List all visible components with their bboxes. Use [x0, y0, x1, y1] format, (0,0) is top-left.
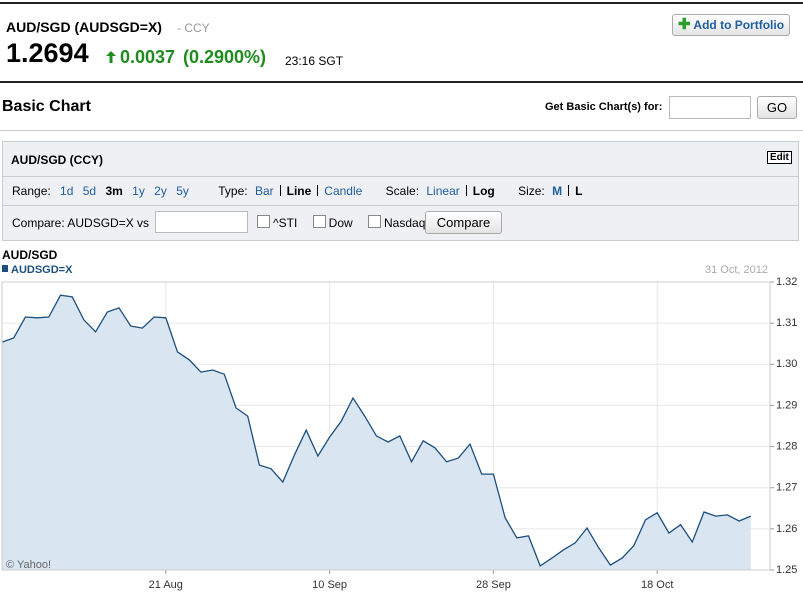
- type-label: Type:: [218, 184, 248, 198]
- go-button[interactable]: GO: [757, 96, 797, 119]
- separator: [465, 185, 467, 196]
- time: 23:16 SGT: [285, 54, 344, 68]
- type-option[interactable]: Candle: [324, 184, 363, 198]
- y-tick-label: 1.26: [776, 523, 797, 535]
- search-input[interactable]: [669, 96, 751, 119]
- y-tick-label: 1.28: [776, 440, 797, 452]
- compare-options: ^STI Dow Nasdaq: [245, 215, 425, 230]
- quote-title: AUD/SGD (AUDSGD=X): [6, 19, 162, 35]
- range-option[interactable]: 5d: [82, 184, 97, 198]
- compare-input[interactable]: [155, 211, 248, 233]
- exchange: - CCY: [177, 21, 210, 35]
- size-option[interactable]: M: [552, 184, 563, 198]
- y-tick-label: 1.31: [776, 317, 797, 329]
- compare-option: Dow: [328, 216, 353, 230]
- section-title: Basic Chart: [2, 98, 91, 115]
- y-tick-label: 1.29: [776, 399, 797, 411]
- row-rule: [3, 176, 798, 177]
- add-portfolio-button[interactable]: ✚ Add to Portfolio: [672, 14, 790, 36]
- range-option[interactable]: 5y: [176, 184, 189, 198]
- compare-label-text: Compare:: [12, 216, 65, 230]
- range-option[interactable]: 1y: [132, 184, 145, 198]
- up-arrow: [106, 51, 116, 63]
- row-rule: [3, 205, 798, 206]
- scale-label: Scale:: [385, 184, 420, 198]
- range-option[interactable]: 2y: [154, 184, 167, 198]
- separator: [568, 185, 570, 196]
- add-portfolio-text: Add to Portfolio: [693, 18, 785, 32]
- line: [1, 294, 752, 567]
- range-label: Range:: [12, 184, 51, 198]
- compare-label: Compare: AUDSGD=X vs: [12, 216, 149, 230]
- size-option[interactable]: L: [575, 184, 583, 198]
- y-tick-label: 1.30: [776, 358, 797, 370]
- checkbox[interactable]: [257, 215, 270, 228]
- edit-button[interactable]: Edit: [767, 151, 792, 164]
- x-tick-label: 10 Sep: [312, 579, 347, 591]
- legend-swatch: [2, 265, 8, 272]
- scale-option[interactable]: Log: [472, 184, 495, 198]
- compare-button[interactable]: Compare: [425, 211, 502, 234]
- chart-panel: AUD/SGD (CCY) Edit Range: 1d 5d 3m 1y 2y…: [2, 141, 799, 241]
- search-label: Get Basic Chart(s) for:: [545, 101, 663, 113]
- y-tick-label: 1.25: [776, 564, 797, 576]
- scale-option[interactable]: Linear: [426, 184, 460, 198]
- top-rule: [0, 2, 803, 4]
- change-pct: (0.2900%): [183, 47, 267, 67]
- range-option[interactable]: 3m: [105, 184, 123, 198]
- x-tick-label: 18 Oct: [641, 579, 673, 591]
- x-tick-label: 21 Aug: [149, 579, 183, 591]
- date-annotation: 31 Oct, 2012: [705, 264, 768, 276]
- area-fill: [2, 295, 751, 570]
- plus-icon: ✚: [677, 16, 691, 33]
- plot-frame: [1, 281, 771, 571]
- size-label: Size:: [518, 184, 545, 198]
- compare-option: Nasdaq: [384, 216, 426, 230]
- price: 1.2694: [6, 38, 89, 68]
- separator: [317, 185, 319, 196]
- type-option[interactable]: Line: [286, 184, 312, 198]
- type-option[interactable]: Bar: [254, 184, 274, 198]
- panel-title: AUD/SGD (CCY): [11, 153, 103, 167]
- options-row: Range: 1d 5d 3m 1y 2y 5y Type: Bar Line Ca…: [12, 184, 582, 198]
- rule: [0, 130, 803, 131]
- range-option[interactable]: 1d: [60, 184, 74, 198]
- compare-option: ^STI: [273, 216, 298, 230]
- legend-label: AUDSGD=X: [11, 264, 73, 276]
- copyright: © Yahoo!: [6, 559, 51, 571]
- change: 0.0037: [120, 47, 176, 67]
- separator: [279, 185, 281, 196]
- y-tick-label: 1.27: [776, 482, 797, 494]
- chart-title: AUD/SGD: [2, 248, 58, 262]
- rule: [0, 81, 803, 83]
- compare-base: AUDSGD=X vs: [67, 216, 150, 230]
- checkbox[interactable]: [312, 215, 326, 228]
- chart: AUD/SGD AUDSGD=X 31 Oct, 2012 1.25 1.26 1.…: [1, 248, 797, 591]
- checkbox[interactable]: [368, 215, 382, 228]
- y-tick-label: 1.32: [776, 276, 797, 288]
- x-tick-label: 28 Sep: [476, 579, 511, 591]
